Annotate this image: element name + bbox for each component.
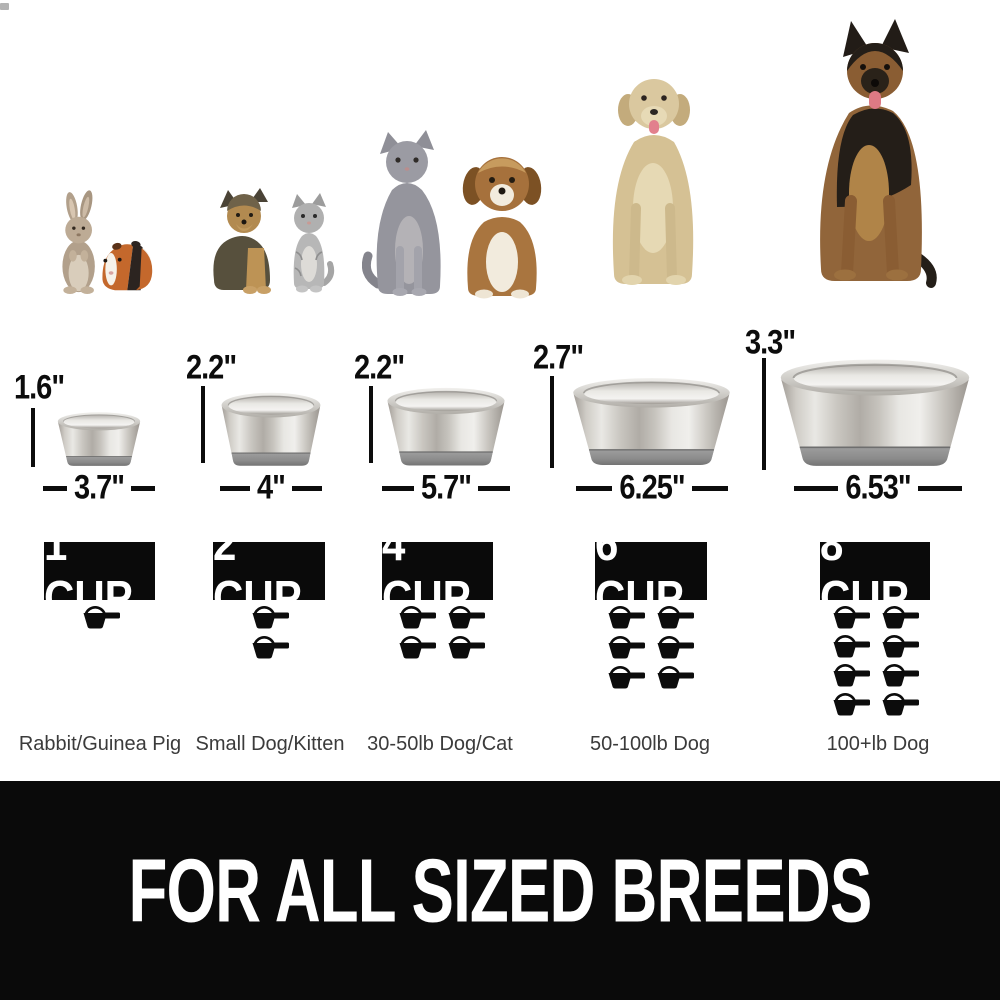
measuring-scoop-icon [881,692,919,716]
german-shepherd-illustration [820,19,937,288]
bowl-width-row-2: 4" [171,469,371,506]
yorkie-puppy-illustration [213,188,271,294]
rabbit-illustration [62,190,95,295]
bowl-width-row-1: 3.7" [0,469,199,506]
cup-capacity-badge-5: 8 CUP [820,517,930,624]
steel-bowl-5 [779,358,971,467]
scoop-grid-3 [396,603,485,659]
steel-bowl-2 [220,392,322,467]
measuring-scoop-icon [607,605,645,629]
animal-photo-german-shepherd [820,19,937,288]
measuring-scoop-icon [832,692,870,716]
animal-size-label-3: 30-50lb Dog/Cat [367,733,513,755]
bowl-width-label-3: 5.7" [420,468,472,507]
cup-capacity-badge-4: 6 CUP [595,517,707,624]
measure-dash [131,485,156,491]
measuring-scoop-icon [447,635,485,659]
animal-size-label-5: 100+lb Dog [826,733,930,755]
height-measure-line-4 [550,376,554,468]
cup-capacity-badge-2: 2 CUP [213,517,325,624]
bowl-height-label-5: 3.3" [745,324,796,362]
gray-cat-illustration [362,130,441,296]
bowl-width-label-1: 3.7" [73,468,125,507]
measuring-scoop-icon [607,665,645,689]
measure-dash [291,485,322,491]
bowl-height-label-4: 2.7" [533,339,584,377]
measuring-scoop-icon [251,635,289,659]
steel-bowl-3 [386,387,506,467]
bowl-height-label-2: 2.2" [186,349,237,387]
height-measure-line-5 [762,358,766,470]
measuring-scoop-icon [251,605,289,629]
measure-dash [42,485,67,491]
puppy-illustration [462,157,542,299]
measuring-scoop-icon [656,605,694,629]
animal-photo-golden-retriever [612,79,694,285]
animal-photo-rabbit-guinea-pig [62,190,153,295]
bottom-banner: FOR ALL SIZED BREEDS [0,781,1000,1000]
animal-size-label-4: 50-100lb Dog [589,733,711,755]
measuring-scoop-icon [398,635,436,659]
measuring-scoop-icon [881,634,919,658]
measuring-scoop-icon [832,605,870,629]
scoop-grid-2 [249,603,289,659]
measure-dash [691,485,728,491]
animal-photo-cat-dog [362,130,542,299]
golden-retriever-illustration [612,79,694,285]
measuring-scoop-icon [398,605,436,629]
height-measure-line-2 [201,386,205,463]
steel-bowl-1 [57,411,141,467]
bowl-width-row-3: 5.7" [346,469,546,506]
bowl-height-label-1: 1.6" [14,369,65,407]
measuring-scoop-icon [656,635,694,659]
measure-dash [576,485,613,491]
guinea-pig-illustration [102,240,153,291]
measure-dash [478,485,511,491]
measuring-scoop-icon [881,605,919,629]
height-measure-line-1 [31,408,35,467]
bowl-width-row-5: 6.53" [778,469,978,506]
steel-bowl-4 [572,377,731,466]
scoop-grid-1 [80,603,120,629]
measuring-scoop-icon [832,663,870,687]
measuring-scoop-icon [447,605,485,629]
bowl-width-label-4: 6.25" [619,468,685,507]
bowl-height-label-3: 2.2" [354,349,405,387]
measure-dash [794,485,839,491]
cup-capacity-badge-1: 1 CUP [44,517,155,624]
bowl-width-label-5: 6.53" [845,468,911,507]
cup-capacity-badge-3: 4 CUP [382,517,493,624]
animal-photo-small-dog-kitten [213,188,335,294]
scoop-grid-5 [830,603,919,716]
banner-title: FOR ALL SIZED BREEDS [128,839,872,942]
measuring-scoop-icon [656,665,694,689]
measuring-scoop-icon [82,605,120,629]
measure-dash [381,485,414,491]
scoop-grid-4 [605,603,694,689]
measure-dash [220,485,251,491]
height-measure-line-3 [369,386,373,463]
corner-artifact [0,3,9,10]
bowl-width-row-4: 6.25" [552,469,752,506]
animal-size-label-2: Small Dog/Kitten [195,733,345,755]
bowl-width-label-2: 4" [257,468,286,507]
measure-dash [917,485,962,491]
measuring-scoop-icon [607,635,645,659]
measuring-scoop-icon [881,663,919,687]
animal-size-label-1: Rabbit/Guinea Pig [18,733,182,755]
kitten-illustration [292,193,335,293]
measuring-scoop-icon [832,634,870,658]
